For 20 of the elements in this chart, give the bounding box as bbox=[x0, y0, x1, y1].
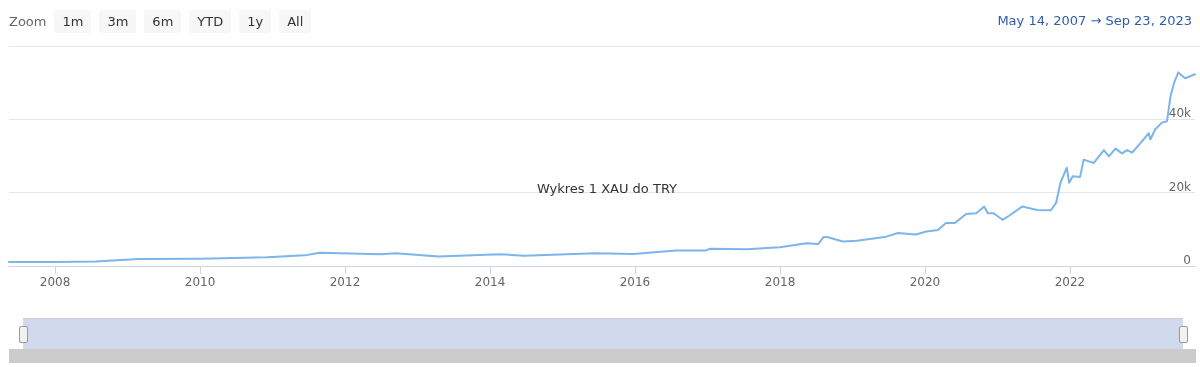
y-tick-label: 0 bbox=[1183, 253, 1191, 267]
zoom-button: 1y bbox=[239, 10, 272, 33]
text: Wykres 1 XAU do TRY bbox=[536, 181, 678, 196]
x-tick-label: 2016 bbox=[619, 275, 651, 289]
zoom-button: YTD bbox=[189, 10, 232, 33]
y-tick-label: 20k bbox=[1168, 179, 1192, 194]
y-tick-label: 40k bbox=[1168, 106, 1192, 121]
x-tick-label: 2012 bbox=[329, 275, 361, 289]
x-tick-label: 2014 bbox=[474, 275, 506, 289]
x-tick-label: 2008 bbox=[39, 275, 71, 289]
x-tick-label: 2018 bbox=[764, 275, 796, 289]
zoom-button: All bbox=[279, 10, 312, 33]
x-tick-label: 2010 bbox=[184, 275, 216, 289]
text: Zoom bbox=[9, 14, 47, 29]
zoom-button: 6m bbox=[144, 10, 182, 33]
x-tick-label: 2020 bbox=[909, 275, 941, 289]
x-tick-label: 2022 bbox=[1054, 275, 1086, 289]
text: May 14, 2007 → Sep 23, 2023 bbox=[997, 13, 1192, 28]
zoom-button: 3m bbox=[99, 10, 137, 33]
zoom-button: 1m bbox=[54, 10, 92, 33]
